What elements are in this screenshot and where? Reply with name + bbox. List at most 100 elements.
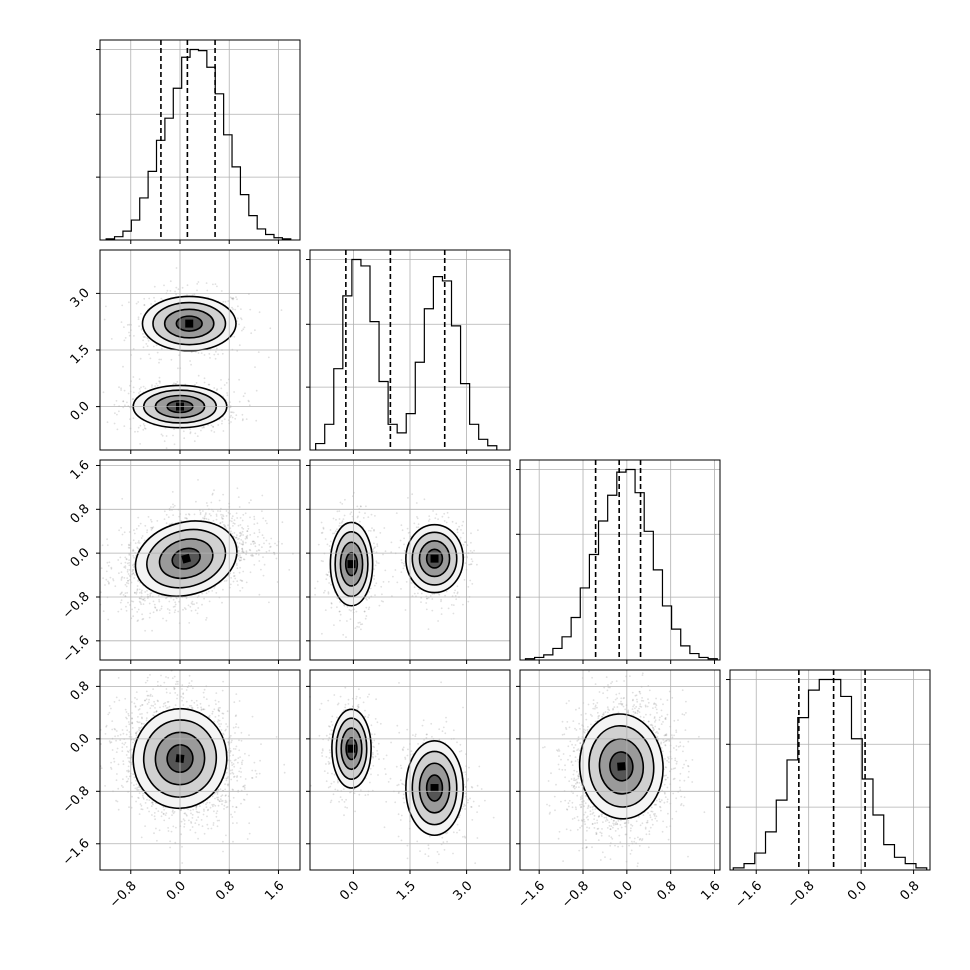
scatter-point: [235, 296, 237, 298]
scatter-point: [202, 517, 204, 519]
scatter-point: [447, 607, 450, 610]
scatter-point: [415, 502, 418, 504]
scatter-point: [217, 700, 220, 703]
scatter-point: [252, 540, 255, 543]
scatter-point: [254, 366, 256, 368]
scatter-point: [367, 516, 370, 518]
scatter-point: [136, 588, 139, 591]
scatter-point: [364, 512, 366, 515]
scatter-point: [226, 394, 229, 397]
scatter-point: [137, 540, 140, 542]
scatter-point: [328, 545, 331, 547]
scatter-point: [151, 629, 154, 632]
scatter-point: [125, 558, 128, 561]
scatter-point: [103, 318, 106, 321]
scatter-point: [156, 608, 158, 611]
scatter-point: [105, 305, 107, 308]
scatter-point: [276, 581, 279, 583]
scatter-point: [131, 568, 134, 571]
scatter-point: [257, 535, 259, 538]
scatter-point: [232, 522, 235, 524]
scatter-point: [142, 428, 145, 431]
scatter-point: [193, 603, 195, 606]
scatter-point: [341, 503, 344, 505]
scatter-point: [133, 532, 136, 535]
scatter-point: [132, 615, 135, 618]
scatter-point: [133, 591, 136, 594]
scatter-point: [138, 325, 141, 328]
scatter-point: [134, 606, 136, 609]
scatter-point: [132, 417, 135, 420]
scatter-point: [220, 516, 223, 518]
scatter-point: [336, 510, 339, 513]
scatter-point: [332, 517, 335, 520]
scatter-point: [359, 520, 361, 523]
scatter-point: [128, 331, 130, 334]
scatter-point: [146, 531, 148, 534]
scatter-point: [400, 524, 403, 527]
scatter-point: [376, 543, 379, 546]
scatter-point: [456, 591, 459, 594]
scatter-point: [138, 542, 141, 544]
scatter-point: [336, 528, 338, 531]
scatter-point: [236, 534, 238, 536]
scatter-point: [128, 531, 131, 533]
density-panel-3-0: [99, 669, 286, 864]
scatter-point: [240, 739, 243, 742]
scatter-point: [167, 827, 170, 829]
scatter-point: [327, 592, 330, 595]
scatter-point: [140, 312, 142, 315]
scatter-point: [258, 529, 261, 531]
scatter-point: [127, 392, 130, 395]
scatter-point: [330, 602, 333, 604]
scatter-point: [231, 517, 233, 520]
scatter-point: [126, 569, 129, 571]
scatter-point: [131, 550, 134, 552]
scatter-point: [125, 581, 128, 584]
scatter-point: [249, 534, 252, 536]
scatter-point: [317, 543, 320, 546]
scatter-point: [200, 352, 203, 354]
scatter-point: [215, 515, 218, 517]
scatter-point: [235, 562, 238, 565]
scatter-point: [119, 556, 122, 559]
scatter-point: [173, 675, 176, 678]
scatter-point: [467, 586, 470, 588]
scatter-point: [268, 542, 271, 545]
scatter-point: [121, 591, 123, 594]
scatter-point: [469, 579, 472, 582]
scatter-point: [450, 604, 453, 606]
scatter-point: [133, 556, 135, 559]
scatter-point: [158, 361, 160, 364]
scatter-point: [122, 594, 125, 596]
scatter-point: [146, 593, 149, 596]
scatter-point: [425, 602, 428, 604]
scatter-point: [237, 761, 239, 764]
scatter-point: [423, 498, 426, 501]
scatter-point: [221, 352, 224, 355]
scatter-point: [174, 692, 177, 694]
scatter-point: [376, 545, 379, 547]
scatter-point: [270, 537, 273, 540]
scatter-point: [211, 590, 214, 592]
scatter-point: [365, 597, 367, 600]
scatter-point: [158, 380, 161, 383]
scatter-point: [158, 600, 161, 603]
density-peak-1-0-0: [185, 319, 194, 328]
scatter-point: [183, 823, 186, 825]
density-peak-2-1-0: [347, 560, 356, 569]
scatter-point: [133, 577, 136, 579]
scatter-point: [377, 562, 380, 565]
scatter-point: [223, 525, 226, 528]
scatter-point: [172, 434, 174, 437]
scatter-point: [384, 569, 387, 572]
scatter-point: [140, 386, 142, 389]
scatter-point: [185, 513, 187, 516]
scatter-point: [223, 384, 226, 386]
scatter-point: [225, 510, 228, 512]
scatter-point: [123, 425, 126, 427]
scatter-point: [120, 577, 123, 579]
scatter-point: [230, 411, 232, 414]
scatter-point: [246, 530, 249, 532]
scatter-point: [413, 586, 416, 589]
